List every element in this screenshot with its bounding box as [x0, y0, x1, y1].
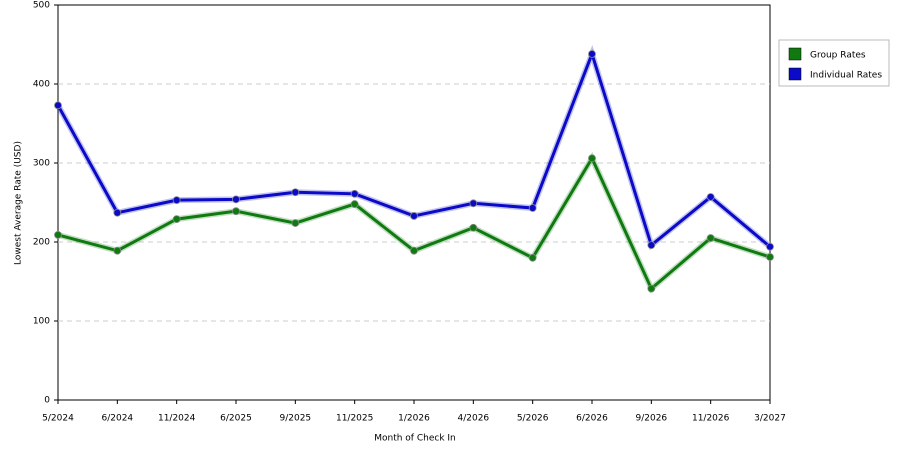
y-axis-label: Lowest Average Rate (USD)	[14, 141, 24, 265]
x-tick-label: 1/2026	[398, 414, 430, 424]
point	[706, 234, 715, 242]
point	[291, 188, 300, 197]
x-tick-label: 6/2026	[576, 414, 608, 424]
point	[113, 208, 122, 217]
point	[766, 242, 774, 251]
point	[647, 284, 656, 293]
point	[647, 241, 656, 250]
y-tick-label: 500	[33, 1, 50, 11]
point	[54, 101, 62, 110]
point	[588, 50, 596, 58]
x-tick-label: 11/2026	[692, 414, 730, 424]
point	[350, 189, 359, 198]
y-tick-label: 400	[33, 80, 50, 90]
x-tick-label: 11/2025	[336, 414, 373, 424]
x-tick-label: 5/2024	[42, 414, 74, 424]
point	[469, 199, 478, 208]
y-tick-label: 100	[33, 317, 50, 327]
x-tick-label: 11/2024	[158, 414, 196, 424]
point	[588, 154, 596, 163]
point	[706, 193, 715, 201]
legend-swatch	[788, 47, 802, 61]
x-tick-label: 9/2025	[279, 414, 311, 424]
point	[232, 207, 240, 216]
x-tick-label: 9/2026	[635, 414, 667, 424]
x-tick-label: 4/2026	[457, 414, 489, 424]
point	[528, 253, 537, 262]
point	[113, 246, 122, 255]
point	[766, 253, 774, 261]
legend-label: Group Rates	[810, 51, 866, 61]
point	[410, 212, 418, 220]
x-tick-label: 6/2025	[220, 414, 252, 424]
point	[410, 246, 418, 255]
point	[54, 230, 62, 239]
point	[172, 196, 181, 205]
legend-label: Individual Rates	[810, 71, 882, 81]
point	[469, 223, 478, 232]
x-tick-label: 5/2026	[517, 414, 549, 424]
point	[528, 204, 537, 212]
y-tick-label: 200	[33, 238, 50, 248]
y-tick-label: 0	[44, 396, 50, 406]
x-tick-label: 3/2027	[754, 414, 786, 424]
point	[350, 200, 359, 208]
y-tick-label: 300	[33, 159, 50, 169]
point	[172, 215, 181, 223]
point	[232, 195, 240, 204]
point	[291, 219, 300, 227]
x-axis-label: Month of Check In	[374, 434, 456, 444]
x-tick-label: 6/2024	[101, 414, 133, 424]
legend-swatch	[788, 67, 802, 81]
